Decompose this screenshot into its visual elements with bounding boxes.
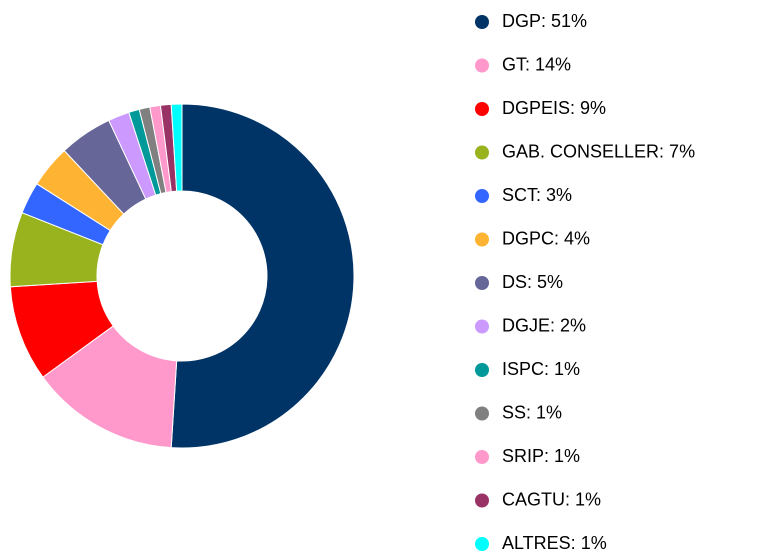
legend-label: DS: 5% [502,272,563,292]
legend-label: GT: 14% [502,54,571,74]
legend-label: CAGTU: 1% [502,489,601,509]
legend-marker [475,363,489,377]
legend-label: DGJE: 2% [502,315,586,335]
legend-marker [475,58,489,73]
slice [170,103,183,192]
legend-marker [475,450,489,464]
legend-marker [475,232,489,247]
legend-label: SRIP: 1% [502,446,580,466]
legend-label: DGPC: 4% [502,228,590,248]
legend-marker [475,276,489,290]
legend-marker [475,102,489,116]
legend-label: ISPC: 1% [502,359,580,379]
legend-label: SS: 1% [502,402,562,422]
legend-label: ALTRES: 1% [502,533,607,553]
legend-marker [475,537,489,551]
legend-marker [475,406,489,421]
legend-label: DGP: 51% [502,11,587,31]
legend-marker [475,145,489,160]
legend-label: DGPEIS: 9% [502,98,606,118]
legend-label: SCT: 3% [502,185,572,205]
legend-marker [475,15,489,29]
legend-marker [475,189,489,203]
legend-label: GAB. CONSELLER: 7% [502,141,695,161]
slice [170,103,355,449]
legend-marker [475,493,489,508]
legend-marker [475,319,489,334]
